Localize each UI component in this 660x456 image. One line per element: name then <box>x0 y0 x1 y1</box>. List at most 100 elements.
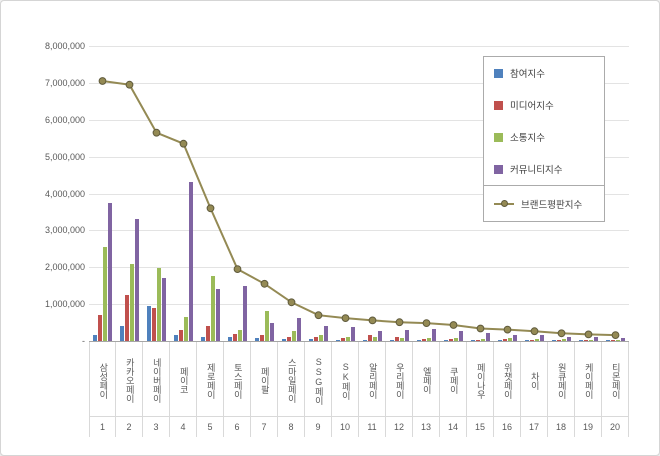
rank-label: 14 <box>440 416 466 436</box>
rank-label: 8 <box>278 416 304 436</box>
bar-참여지수 <box>417 340 421 341</box>
rank-label: 7 <box>251 416 277 436</box>
bar-미디어지수 <box>260 335 264 341</box>
line-marker <box>503 325 512 334</box>
line-marker <box>557 329 566 338</box>
legend-label: 브랜드평판지수 <box>521 199 583 211</box>
bar-소통지수 <box>427 338 431 341</box>
rank-label: 10 <box>332 416 358 436</box>
bar-미디어지수 <box>476 340 480 341</box>
legend-label: 참여지수 <box>510 69 545 80</box>
line-marker <box>422 319 431 328</box>
brand-index-line <box>98 77 620 340</box>
bar-커뮤니티지수 <box>567 337 571 341</box>
bar-커뮤니티지수 <box>432 329 436 341</box>
category-cell: 토스페이 6 <box>224 342 251 437</box>
line-marker <box>449 321 458 329</box>
bar-참여지수 <box>120 326 124 341</box>
bar-참여지수 <box>174 335 178 341</box>
bar-소통지수 <box>184 317 188 341</box>
bar-커뮤니티지수 <box>243 286 247 341</box>
bar-소통지수 <box>157 268 161 341</box>
rank-label: 11 <box>359 416 385 436</box>
x-category-label: SK페이 <box>340 361 351 400</box>
legend-item: 커뮤니티지수 <box>484 153 604 185</box>
bar-커뮤니티지수 <box>405 330 409 341</box>
bar-소통지수 <box>535 339 539 341</box>
rank-label: 18 <box>548 416 574 436</box>
category-cell: 네이버페이 3 <box>143 342 170 437</box>
bar-미디어지수 <box>503 339 507 341</box>
y-tick-label: 5,000,000 <box>44 151 85 162</box>
bar-커뮤니티지수 <box>324 326 328 341</box>
bar-커뮤니티지수 <box>189 182 193 341</box>
rank-label: 5 <box>197 416 223 436</box>
category-cell: 페이나우 15 <box>467 342 494 437</box>
x-category-label: 티몬페이 <box>610 362 621 399</box>
x-category-label: 페이나우 <box>475 362 486 399</box>
category-cell: SSG페이 9 <box>305 342 332 437</box>
x-category-label: 스마일페이 <box>286 358 297 403</box>
category-cell: 페이코 4 <box>170 342 197 437</box>
category-cell: 페이팔 7 <box>251 342 278 437</box>
bar-참여지수 <box>93 335 97 341</box>
y-tick-label: 2,000,000 <box>44 262 85 273</box>
rank-label: 2 <box>116 416 142 436</box>
bar-참여지수 <box>471 340 475 341</box>
line-marker <box>125 80 134 89</box>
category-cell: 케이페이 19 <box>575 342 602 437</box>
y-tick-label: 1,000,000 <box>44 299 85 310</box>
legend-item: 미디어지수 <box>484 89 604 121</box>
bar-미디어지수 <box>395 337 399 341</box>
bar-참여지수 <box>552 340 556 341</box>
x-axis-band: 삼성페이 1 카카오페이 2 네이버페이 3 페이코 4 제로페이 5 토스페이 6 페이팔 7 스마일페이… <box>89 341 629 437</box>
bar-소통지수 <box>508 338 512 341</box>
x-category-label: 알리페이 <box>367 362 378 399</box>
line-marker <box>476 324 485 333</box>
legend: 참여지수 미디어지수 소통지수 커뮤니티지수 브랜드평판지수 <box>483 56 605 222</box>
category-cell: 위챗페이 16 <box>494 342 521 437</box>
x-category-label: 네이버페이 <box>151 358 162 403</box>
bar-참여지수 <box>201 337 205 341</box>
bar-소통지수 <box>346 337 350 341</box>
gridline <box>89 194 629 195</box>
gridline <box>89 83 629 84</box>
legend-swatch-icon <box>494 100 503 110</box>
gridline <box>89 267 629 268</box>
x-category-label: SSG페이 <box>313 356 324 405</box>
category-cell: 티몬페이 20 <box>602 342 629 437</box>
rank-label: 3 <box>143 416 169 436</box>
bar-참여지수 <box>363 340 367 341</box>
line-marker <box>260 279 269 288</box>
bar-미디어지수 <box>125 295 129 341</box>
rank-label: 4 <box>170 416 196 436</box>
line-marker <box>152 128 161 137</box>
bar-참여지수 <box>336 340 340 341</box>
bar-소통지수 <box>238 330 242 341</box>
bar-소통지수 <box>481 339 485 341</box>
x-category-label: 카카오페이 <box>124 358 135 403</box>
bar-커뮤니티지수 <box>378 331 382 341</box>
y-tick-label: 8,000,000 <box>44 41 85 51</box>
x-category-label: 삼성페이 <box>98 362 109 399</box>
category-cell: 카카오페이 2 <box>116 342 143 437</box>
bar-커뮤니티지수 <box>216 289 220 341</box>
bar-커뮤니티지수 <box>162 278 166 341</box>
y-tick-label: 4,000,000 <box>44 188 85 199</box>
bar-소통지수 <box>616 340 620 341</box>
gridline <box>89 157 629 158</box>
bar-참여지수 <box>498 340 502 341</box>
bar-미디어지수 <box>179 330 183 341</box>
bar-소통지수 <box>373 337 377 341</box>
bar-커뮤니티지수 <box>513 335 517 341</box>
rank-label: 1 <box>90 416 115 436</box>
legend-item: 브랜드평판지수 <box>484 185 604 221</box>
rank-label: 6 <box>224 416 250 436</box>
x-category-label: 제로페이 <box>205 362 216 399</box>
bar-미디어지수 <box>314 337 318 341</box>
bar-커뮤니티지수 <box>459 331 463 341</box>
x-category-label: 원큐페이 <box>556 362 567 399</box>
line-marker <box>287 298 296 307</box>
legend-label: 커뮤니티지수 <box>510 165 563 176</box>
bar-커뮤니티지수 <box>270 323 274 341</box>
